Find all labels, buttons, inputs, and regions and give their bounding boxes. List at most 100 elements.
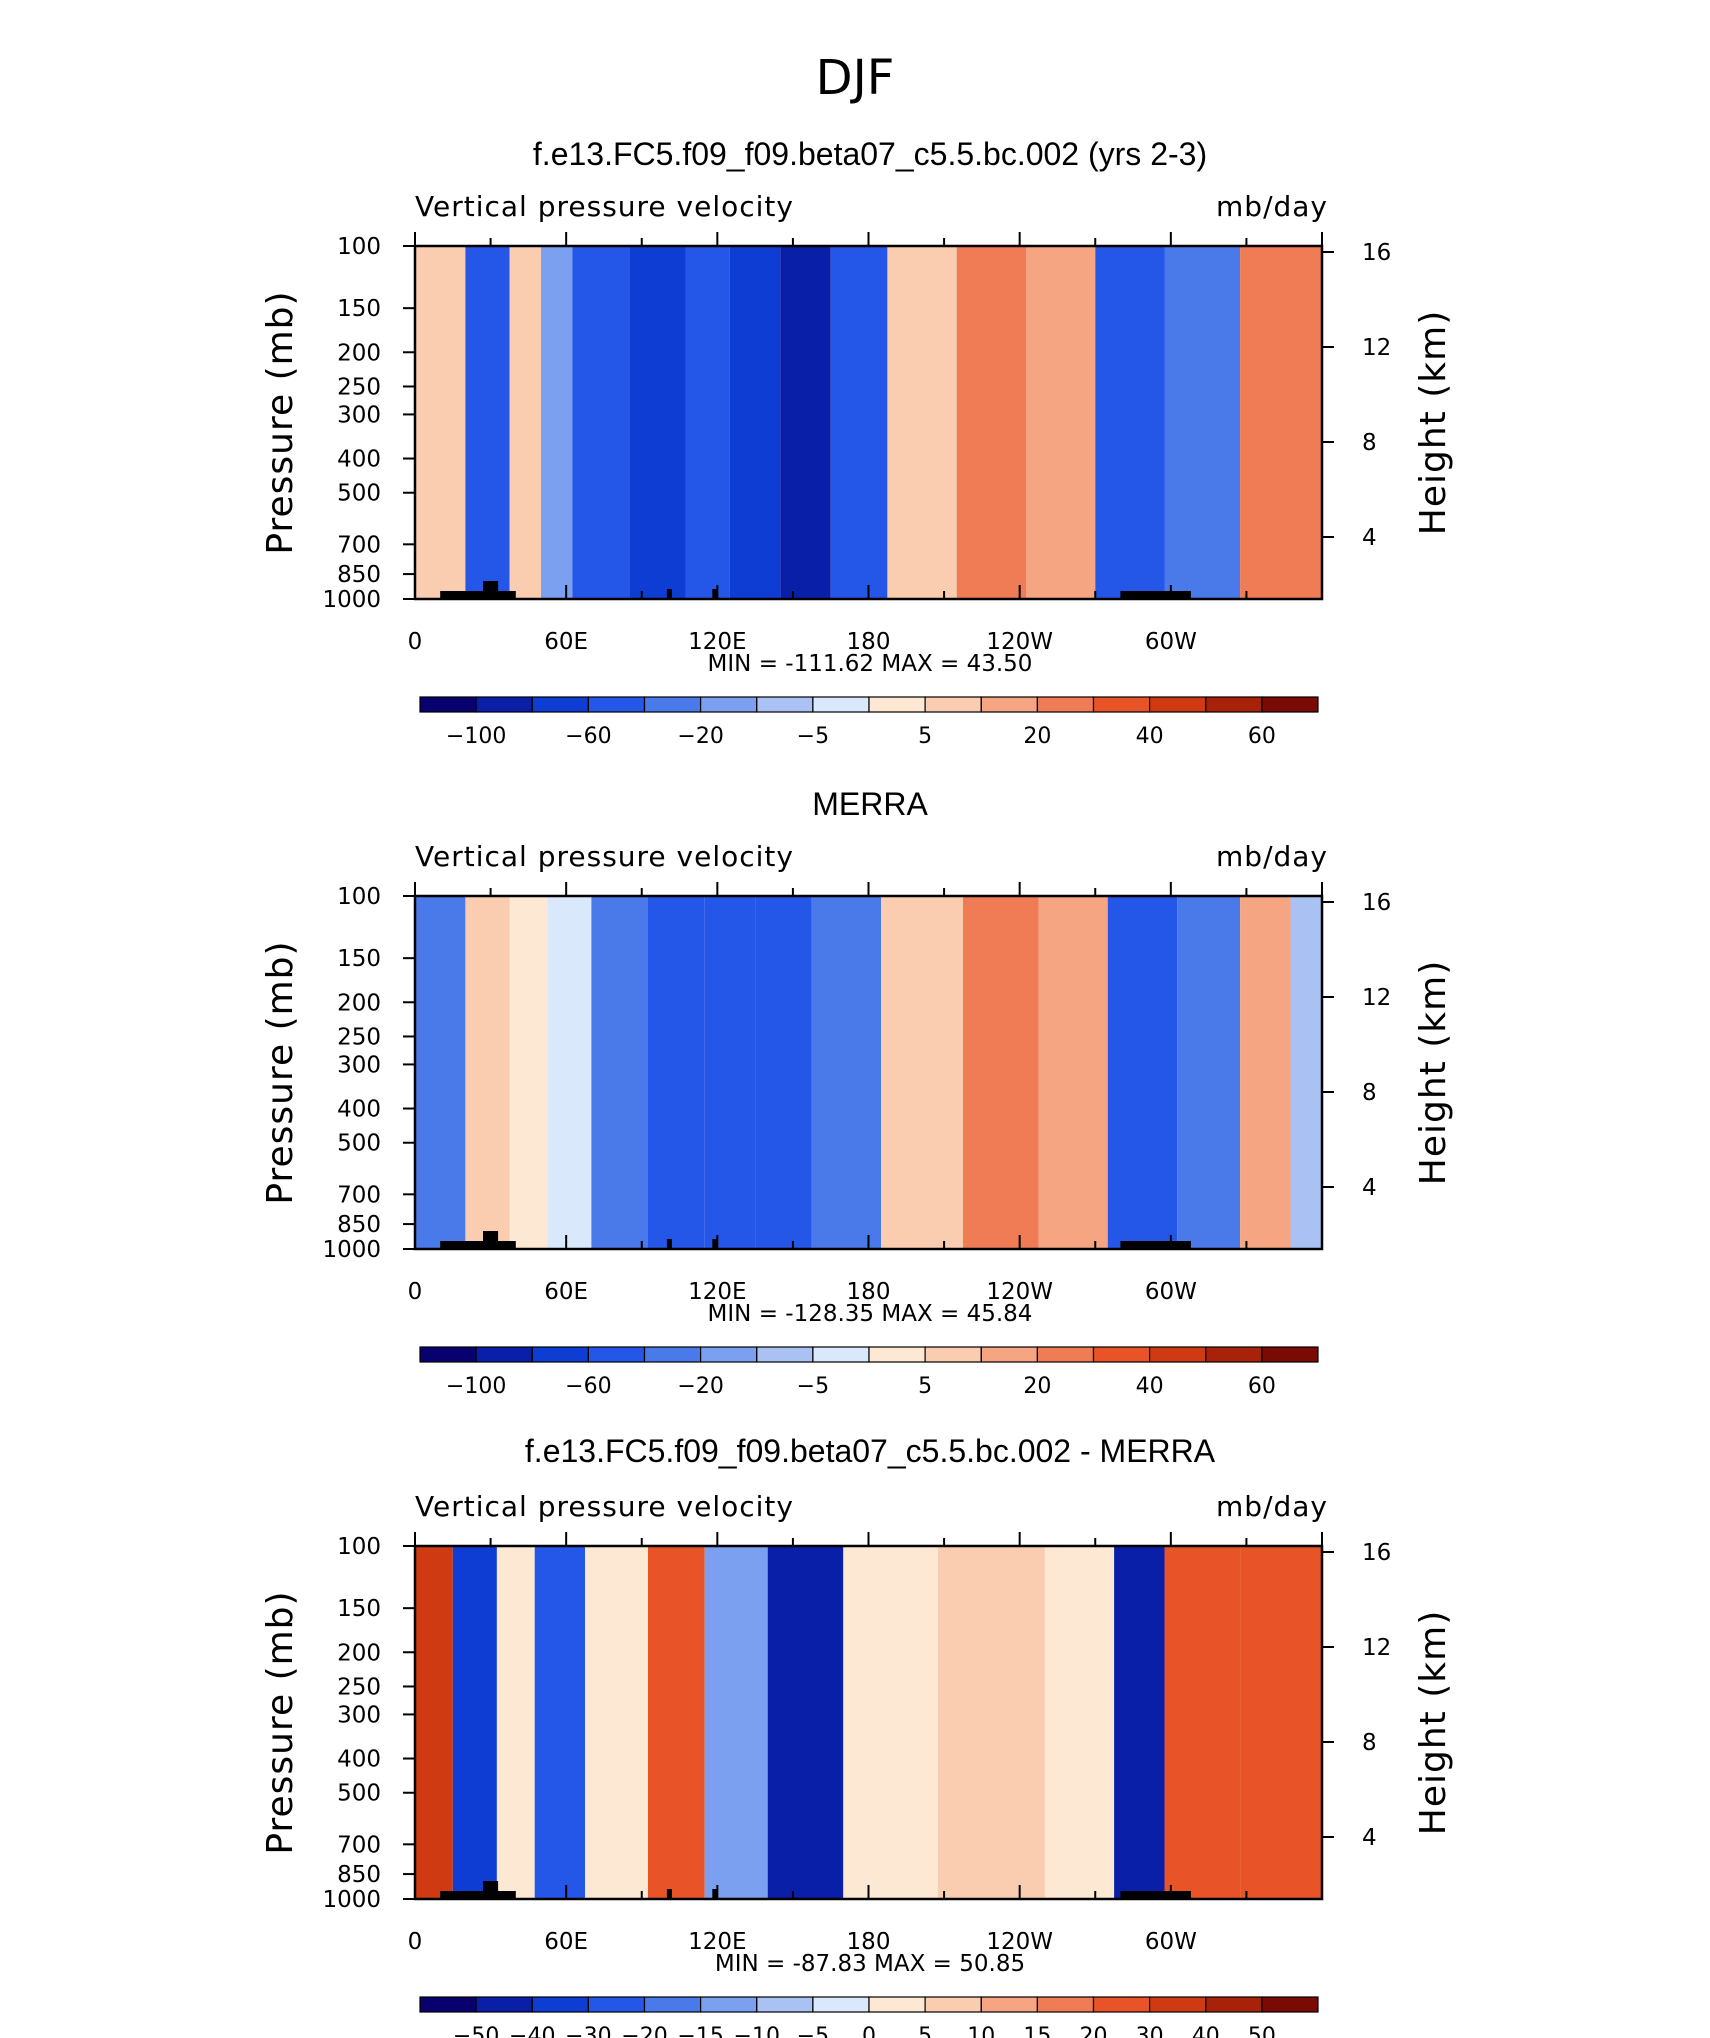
colorbar-box — [868, 696, 926, 713]
field-band — [415, 246, 466, 599]
field-band — [755, 896, 812, 1249]
field-band — [1164, 246, 1241, 599]
topography-mask — [440, 1891, 516, 1899]
y2-tick-label: 12 — [1362, 985, 1391, 1011]
colorbar-label: 40 — [1136, 724, 1164, 749]
colorbar-box — [419, 1996, 477, 2013]
field-band — [534, 1546, 586, 1899]
y-tick-label: 150 — [337, 1596, 381, 1622]
field-band — [1044, 1546, 1115, 1899]
y2-axis-title: Height (km) — [1413, 1610, 1454, 1835]
figure-title: DJF — [816, 50, 895, 106]
colorbar-box — [812, 1996, 870, 2013]
topography-mask — [712, 589, 718, 599]
y2-tick-label: 8 — [1362, 430, 1377, 456]
field-band — [956, 246, 1026, 599]
field-band — [1038, 896, 1108, 1249]
topography-mask — [483, 581, 499, 599]
colorbar-label: 30 — [1136, 2024, 1164, 2038]
topography-mask — [666, 589, 672, 599]
topography-mask — [712, 1889, 718, 1899]
y2-tick-label: 16 — [1362, 1540, 1391, 1566]
colorbar-label: −5 — [797, 2024, 829, 2038]
colorbar-label: 5 — [918, 2024, 932, 2038]
y-tick-label: 300 — [337, 1702, 381, 1728]
y-tick-label: 200 — [337, 340, 381, 366]
y-tick-label: 850 — [337, 562, 381, 588]
field-band — [830, 246, 888, 599]
y-tick-label: 500 — [337, 481, 381, 507]
field-band — [704, 896, 756, 1249]
field-band — [585, 1546, 649, 1899]
colorbar-box — [1036, 696, 1095, 713]
x-tick-label: 60E — [544, 1929, 588, 1955]
colorbar-label: −60 — [565, 724, 611, 749]
colorbar-label: −40 — [509, 2024, 555, 2038]
field-band — [509, 896, 548, 1249]
x-tick-label: 120E — [688, 629, 746, 655]
colorbar-box — [1261, 696, 1319, 713]
field-band — [1240, 896, 1291, 1249]
colorbar-box — [419, 696, 477, 713]
x-tick-label: 180 — [847, 1929, 891, 1955]
colorbar-box — [587, 696, 646, 713]
y-tick-label: 500 — [337, 1131, 381, 1157]
topography-mask — [1120, 591, 1191, 599]
colorbar-box — [475, 1346, 533, 1363]
colorbar-box — [980, 1346, 1038, 1363]
field-band — [465, 246, 510, 599]
panel-title: f.e13.FC5.f09_f09.beta07_c5.5.bc.002 - M… — [525, 1433, 1216, 1469]
y-tick-label: 200 — [337, 1640, 381, 1666]
field-band — [415, 896, 466, 1249]
colorbar-box — [587, 1346, 646, 1363]
y2-tick-label: 16 — [1362, 240, 1391, 266]
field-band — [1177, 896, 1241, 1249]
field-band — [415, 1546, 453, 1899]
units-label: mb/day — [1216, 1490, 1328, 1523]
y-tick-label: 1000 — [322, 1237, 381, 1263]
field-band — [648, 896, 705, 1249]
y-tick-label: 400 — [337, 447, 381, 473]
colorbar-box — [756, 1996, 814, 2013]
colorbar-label: −50 — [453, 2024, 499, 2038]
field-band — [704, 1546, 768, 1899]
y2-axis-title: Height (km) — [1413, 960, 1454, 1185]
y2-tick-label: 4 — [1362, 1175, 1377, 1201]
field-band — [811, 896, 882, 1249]
x-tick-label: 60W — [1145, 1279, 1197, 1305]
field-band — [887, 246, 957, 599]
colorbar-box — [1092, 1996, 1151, 2013]
y-axis-title: Pressure (mb) — [260, 940, 301, 1204]
topography-mask — [483, 1881, 499, 1899]
colorbar-label: 5 — [918, 724, 932, 749]
y-tick-label: 850 — [337, 1212, 381, 1238]
colorbar-box — [1261, 1996, 1319, 2013]
colorbar-label: 50 — [1248, 2024, 1276, 2038]
colorbar-box — [475, 1996, 533, 2013]
panel-2: MERRA Vertical pressure velocity mb/day 0 60… — [260, 786, 1454, 1399]
min-max-label: MIN = -87.83 MAX = 50.85 — [715, 1951, 1025, 1977]
field-band — [541, 246, 573, 599]
field-band — [881, 896, 963, 1249]
colorbar-box — [980, 1996, 1038, 2013]
colorbar-box — [924, 1996, 982, 2013]
colorbar-box — [868, 1996, 926, 2013]
y-tick-label: 100 — [337, 234, 381, 260]
units-label: mb/day — [1216, 840, 1328, 873]
x-tick-label: 120E — [688, 1929, 746, 1955]
field-band — [685, 246, 730, 599]
panel-1: f.e13.FC5.f09_f09.beta07_c5.5.bc.002 (yr… — [260, 136, 1454, 749]
y2-axis-title: Height (km) — [1413, 310, 1454, 535]
y-tick-label: 700 — [337, 532, 381, 558]
topography-mask — [666, 1889, 672, 1899]
x-tick-label: 180 — [847, 1279, 891, 1305]
y-tick-label: 200 — [337, 990, 381, 1016]
y-tick-label: 700 — [337, 1832, 381, 1858]
y2-tick-label: 4 — [1362, 525, 1377, 551]
left-label: Vertical pressure velocity — [415, 190, 794, 223]
topography-mask — [666, 1239, 672, 1249]
colorbar-box — [1148, 696, 1207, 713]
colorbar-label: −15 — [677, 2024, 723, 2038]
x-tick-label: 180 — [847, 629, 891, 655]
colorbar-box — [1261, 1346, 1319, 1363]
